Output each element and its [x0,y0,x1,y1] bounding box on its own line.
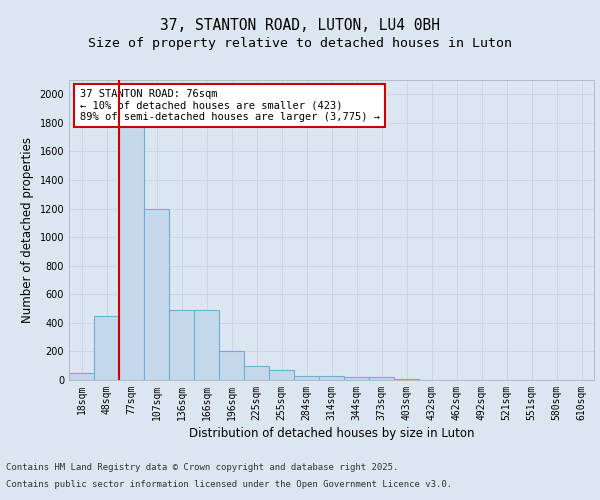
X-axis label: Distribution of detached houses by size in Luton: Distribution of detached houses by size … [189,427,474,440]
Bar [144,208,169,380]
Bar [219,352,244,380]
Bar [119,97,144,380]
Bar [94,316,119,380]
Text: 37 STANTON ROAD: 76sqm
← 10% of detached houses are smaller (423)
89% of semi-de: 37 STANTON ROAD: 76sqm ← 10% of detached… [79,89,380,122]
Text: Contains public sector information licensed under the Open Government Licence v3: Contains public sector information licen… [6,480,452,489]
Bar [244,366,269,380]
Bar [319,376,344,380]
Bar [269,370,294,380]
Bar [294,376,319,380]
Bar [69,373,94,380]
Bar [344,377,369,380]
Text: 37, STANTON ROAD, LUTON, LU4 0BH: 37, STANTON ROAD, LUTON, LU4 0BH [160,18,440,32]
Text: Size of property relative to detached houses in Luton: Size of property relative to detached ho… [88,38,512,51]
Y-axis label: Number of detached properties: Number of detached properties [21,137,34,323]
Bar [369,377,394,380]
Bar [169,310,194,380]
Text: Contains HM Land Registry data © Crown copyright and database right 2025.: Contains HM Land Registry data © Crown c… [6,464,398,472]
Bar [194,310,219,380]
